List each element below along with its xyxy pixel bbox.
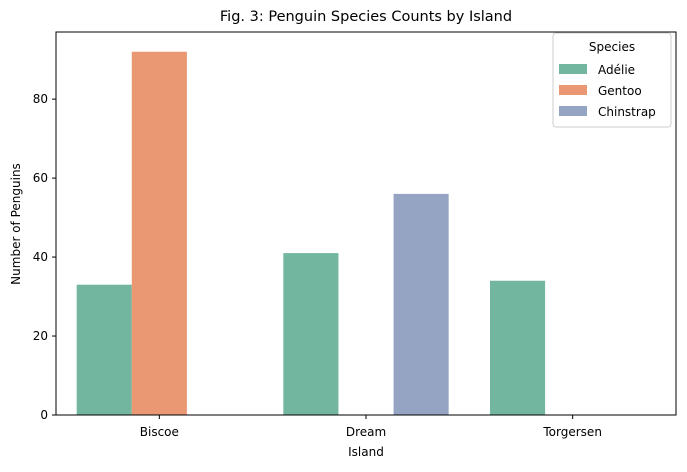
bar-chinstrap-dream	[393, 193, 449, 415]
chart-title: Fig. 3: Penguin Species Counts by Island	[220, 9, 512, 25]
x-tick-label: Torgersen	[542, 425, 602, 439]
bar-adélie-dream	[283, 253, 339, 415]
legend: Species Adélie Gentoo Chinstrap	[552, 32, 672, 128]
bars-layer	[76, 51, 546, 416]
legend-swatch-gentoo	[559, 85, 587, 95]
x-axis: Biscoe Dream Torgersen	[140, 415, 602, 439]
bar-gentoo-biscoe	[131, 51, 187, 416]
legend-swatch-chinstrap	[559, 106, 587, 116]
legend-box	[552, 32, 672, 128]
x-tick-label: Biscoe	[140, 425, 179, 439]
y-axis: 0 20 40 60 80	[33, 92, 56, 422]
x-axis-title: Island	[348, 445, 384, 459]
x-tick-label: Dream	[346, 425, 386, 439]
y-axis-title: Number of Penguins	[9, 163, 23, 285]
bar-adélie-torgersen	[490, 280, 546, 415]
legend-label-chinstrap: Chinstrap	[598, 105, 656, 119]
bar-adélie-biscoe	[76, 284, 132, 415]
legend-entries: Adélie Gentoo Chinstrap	[559, 63, 656, 119]
legend-label-gentoo: Gentoo	[598, 84, 642, 98]
legend-label-adélie: Adélie	[598, 63, 635, 77]
y-tick-label: 60	[33, 171, 48, 185]
y-tick-label: 0	[40, 408, 48, 422]
y-tick-label: 40	[33, 250, 48, 264]
legend-swatch-adélie	[559, 64, 587, 74]
legend-title: Species	[589, 40, 635, 54]
y-tick-label: 80	[33, 92, 48, 106]
y-tick-label: 20	[33, 329, 48, 343]
